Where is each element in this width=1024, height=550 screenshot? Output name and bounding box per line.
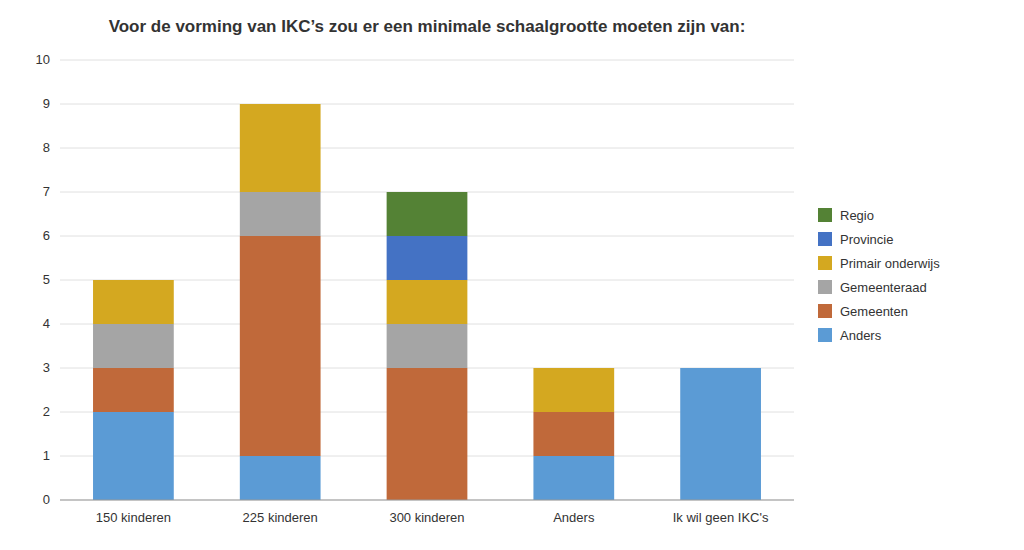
y-tick-label: 10 [36,52,50,67]
x-tick-label: Ik wil geen IKC's [673,510,769,525]
legend-swatch [818,232,832,246]
y-tick-label: 3 [43,360,50,375]
y-tick-label: 7 [43,184,50,199]
bar-segment [240,104,321,105]
legend-swatch [818,280,832,294]
bar-segment [240,192,321,236]
y-tick-label: 8 [43,140,50,155]
legend-label: Regio [840,208,874,223]
bar-segment [533,368,614,369]
bar-segment [680,368,761,369]
bar-segment [93,324,174,368]
x-tick-label: Anders [553,510,595,525]
bar-segment [93,280,174,281]
y-tick-label: 4 [43,316,50,331]
bar-segment [387,324,468,368]
bar-segment [240,236,321,456]
bar-segment [93,412,174,500]
chart-container: Voor de vorming van IKC’s zou er een min… [0,0,1024,550]
bar-segment [240,456,321,500]
grid-line [60,60,794,61]
legend: Regio Provincie Primair onderwijs Gemeenter… [818,208,940,343]
legend-label: Gemeenteraad [840,280,927,295]
bar-segment [93,280,174,281]
bar-segment [680,368,761,369]
legend-label: Provincie [840,232,893,247]
bar-segment [680,368,761,500]
bar-segment [387,280,468,324]
bar-segment [533,368,614,412]
x-tick-label: 225 kinderen [243,510,318,525]
bar-segment [93,368,174,412]
y-tick-label: 2 [43,404,50,419]
x-tick-label: 300 kinderen [389,510,464,525]
bar-segment [533,456,614,500]
grid [60,60,794,500]
chart-svg: Voor de vorming van IKC’s zou er een min… [0,0,1024,550]
y-tick-label: 5 [43,272,50,287]
x-axis: 150 kinderen 225 kinderen 300 kinderen Ande… [60,500,794,525]
legend-swatch [818,256,832,270]
bar-segment [93,280,174,324]
y-axis: 0 1 2 3 4 5 6 7 8 9 10 [36,52,50,507]
bars [93,104,761,500]
x-axis-line [60,500,794,501]
bar-segment [240,104,321,192]
grid-line [60,104,794,105]
y-tick-label: 9 [43,96,50,111]
bar-segment [533,412,614,456]
legend-swatch [818,208,832,222]
legend-label: Anders [840,328,882,343]
bar-segment [387,192,468,236]
x-tick-label: 150 kinderen [96,510,171,525]
chart-title: Voor de vorming van IKC’s zou er een min… [109,17,746,36]
bar-segment [387,368,468,500]
bar-segment [680,368,761,369]
bar-segment [680,368,761,369]
bar-segment [533,368,614,369]
legend-swatch [818,304,832,318]
legend-swatch [818,328,832,342]
bar-segment [387,236,468,280]
y-tick-label: 0 [43,492,50,507]
grid-line [60,148,794,149]
y-tick-label: 6 [43,228,50,243]
bar-segment [680,368,761,369]
bar-segment [240,104,321,105]
y-tick-label: 1 [43,448,50,463]
grid-line [60,500,794,501]
legend-label: Gemeenten [840,304,908,319]
legend-label: Primair onderwijs [840,256,940,271]
